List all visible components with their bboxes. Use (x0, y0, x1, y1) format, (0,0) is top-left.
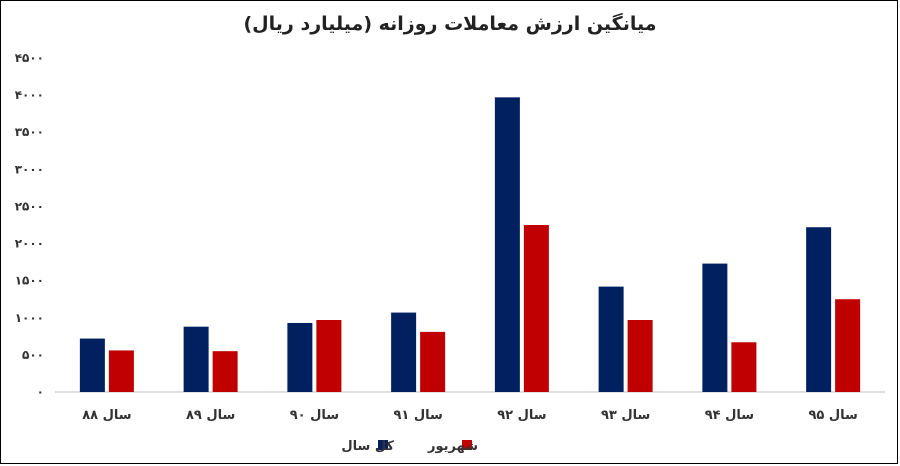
bar-total-year (287, 322, 313, 392)
x-category-label: سال ۸۹ (186, 408, 235, 423)
x-axis: سال ۸۸ سال ۸۹ سال ۹۰ سال ۹۱ سال ۹۲ سال ۹۳ سال … (82, 408, 858, 423)
y-tick-label: ۴۵۰۰ (15, 51, 44, 65)
y-tick-label: ۵۰۰ (22, 348, 44, 362)
legend: کل سال شهریور (341, 439, 478, 454)
bar-total-year (598, 286, 624, 392)
bar-shahrivar (108, 350, 134, 392)
bar-shahrivar (420, 331, 446, 392)
bar-shahrivar (523, 225, 549, 392)
bar-total-year (702, 263, 728, 392)
y-tick-label: ۲۵۰۰ (15, 199, 44, 213)
y-tick-label: ۳۵۰۰ (15, 125, 44, 139)
bar-total-year (183, 326, 209, 392)
y-tick-label: ۳۰۰۰ (15, 162, 44, 176)
bar-shahrivar (835, 299, 861, 392)
x-category-label: سال ۹۱ (393, 408, 442, 423)
legend-label: شهریور (427, 439, 478, 454)
bar-total-year (79, 338, 105, 392)
x-category-label: سال ۹۰ (290, 408, 339, 423)
legend-swatch (462, 440, 472, 450)
bar-shahrivar (627, 320, 653, 392)
bar-total-year (806, 227, 832, 392)
y-tick-label: ۴۰۰۰ (15, 88, 44, 102)
legend-label: کل سال (341, 439, 394, 454)
y-tick-label: ۲۰۰۰ (15, 237, 44, 251)
bar-shahrivar (212, 351, 238, 392)
bars (79, 97, 861, 393)
bar-total-year (391, 312, 417, 392)
x-category-label: سال ۸۸ (82, 408, 131, 423)
x-category-label: سال ۹۴ (705, 408, 754, 423)
legend-swatch (378, 440, 388, 450)
y-tick-label: ۰ (37, 385, 44, 399)
chart-title: میانگین ارزش معاملات روزانه (میلیارد ریا… (243, 12, 656, 35)
y-tick-label: ۱۰۰۰ (15, 311, 44, 325)
bar-shahrivar (316, 320, 342, 392)
x-category-label: سال ۹۲ (497, 408, 546, 423)
bar-total-year (494, 97, 520, 393)
y-tick-label: ۱۵۰۰ (15, 274, 44, 288)
y-axis: ۰ ۵۰۰ ۱۰۰۰ ۱۵۰۰ ۲۰۰۰ ۲۵۰۰ ۳۰۰۰ ۳۵۰۰ ۴۰۰۰ ۴۵۰۰ (15, 51, 44, 399)
x-category-label: سال ۹۳ (601, 408, 650, 423)
x-category-label: سال ۹۵ (808, 408, 857, 423)
bar-shahrivar (731, 342, 757, 392)
